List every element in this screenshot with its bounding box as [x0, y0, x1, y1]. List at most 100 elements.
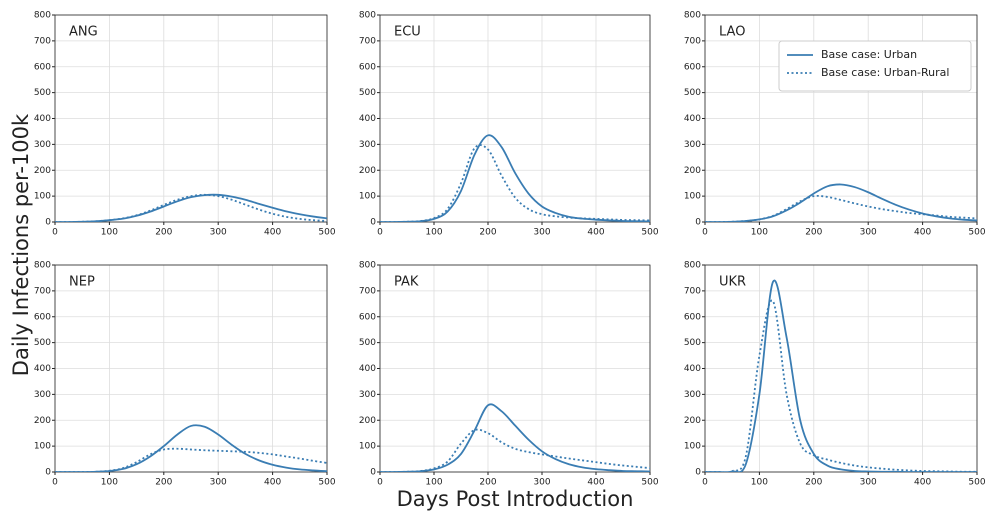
y-tick-label: 600: [359, 312, 376, 322]
legend-box: [778, 40, 972, 92]
y-tick-label: 800: [34, 261, 51, 271]
x-tick-label: 500: [968, 478, 985, 488]
y-tick-label: 0: [45, 218, 51, 228]
x-axis-label: Days Post Introduction: [397, 487, 634, 511]
x-tick-label: 300: [860, 478, 877, 488]
y-tick-label: 100: [359, 442, 376, 452]
y-tick-label: 200: [34, 166, 51, 176]
series-line: [380, 403, 650, 472]
plot-frame: [704, 264, 978, 473]
y-tick-label: 0: [370, 468, 376, 478]
series-line: [55, 424, 327, 472]
panel-title: ANG: [69, 25, 98, 40]
x-tick-label: 200: [805, 478, 822, 488]
x-tick-label: 100: [101, 228, 118, 238]
x-tick-label: 300: [210, 478, 227, 488]
y-tick-label: 400: [359, 364, 376, 374]
x-tick-label: 300: [533, 478, 550, 488]
series-line: [705, 279, 977, 472]
series-line: [705, 299, 977, 472]
y-tick-label: 0: [695, 468, 701, 478]
y-tick-label: 700: [359, 286, 376, 296]
legend-label: Base case: Urban-Rural: [821, 66, 949, 79]
x-tick-label: 100: [101, 478, 118, 488]
y-tick-label: 0: [45, 468, 51, 478]
series-line: [380, 144, 650, 222]
series-line: [55, 193, 327, 222]
y-tick-label: 600: [684, 62, 701, 72]
y-tick-label: 200: [359, 166, 376, 176]
y-tick-label: 0: [695, 218, 701, 228]
y-tick-label: 400: [684, 364, 701, 374]
panel-title: PAK: [394, 275, 419, 290]
panel-title: LAO: [719, 25, 745, 40]
y-tick-label: 700: [684, 286, 701, 296]
y-tick-label: 100: [684, 192, 701, 202]
x-tick-label: 200: [155, 228, 172, 238]
y-tick-label: 100: [359, 192, 376, 202]
y-axis-label: Daily Infections per-100k: [9, 113, 33, 376]
series-line: [380, 134, 650, 222]
x-tick-label: 0: [52, 478, 58, 488]
x-tick-label: 300: [533, 228, 550, 238]
y-tick-label: 700: [684, 36, 701, 46]
y-tick-label: 200: [359, 416, 376, 426]
x-tick-label: 100: [751, 478, 768, 488]
y-tick-label: 600: [34, 312, 51, 322]
x-tick-label: 500: [968, 228, 985, 238]
panel-title: UKR: [719, 275, 746, 290]
x-tick-label: 100: [751, 228, 768, 238]
y-tick-label: 200: [34, 416, 51, 426]
y-tick-label: 500: [684, 88, 701, 98]
y-tick-label: 300: [359, 390, 376, 400]
y-tick-label: 500: [359, 88, 376, 98]
plot-frame: [704, 14, 978, 223]
x-tick-label: 100: [425, 228, 442, 238]
y-tick-label: 800: [359, 11, 376, 21]
x-tick-label: 500: [318, 228, 335, 238]
x-tick-label: 400: [914, 478, 931, 488]
series-line: [55, 447, 327, 472]
y-tick-label: 300: [684, 140, 701, 150]
y-tick-label: 300: [684, 390, 701, 400]
y-tick-label: 800: [684, 11, 701, 21]
x-tick-label: 500: [641, 228, 658, 238]
x-tick-label: 400: [264, 228, 281, 238]
x-tick-label: 200: [805, 228, 822, 238]
y-tick-label: 800: [359, 261, 376, 271]
x-tick-label: 500: [641, 478, 658, 488]
y-tick-label: 200: [684, 166, 701, 176]
x-tick-label: 200: [479, 478, 496, 488]
x-tick-label: 0: [702, 478, 708, 488]
x-tick-label: 400: [914, 228, 931, 238]
x-tick-label: 500: [318, 478, 335, 488]
x-tick-label: 400: [264, 478, 281, 488]
y-tick-label: 600: [34, 62, 51, 72]
x-tick-label: 0: [377, 478, 383, 488]
y-tick-label: 700: [34, 36, 51, 46]
x-tick-label: 300: [860, 228, 877, 238]
y-tick-label: 700: [359, 36, 376, 46]
y-tick-label: 600: [359, 62, 376, 72]
y-tick-label: 400: [34, 364, 51, 374]
plot-frame: [379, 264, 651, 473]
series-line: [705, 194, 977, 222]
x-tick-label: 0: [52, 228, 58, 238]
y-tick-label: 0: [370, 218, 376, 228]
x-tick-label: 300: [210, 228, 227, 238]
x-tick-label: 0: [377, 228, 383, 238]
x-tick-label: 400: [587, 478, 604, 488]
plot-frame: [54, 14, 328, 223]
y-tick-label: 100: [34, 192, 51, 202]
y-tick-label: 300: [359, 140, 376, 150]
panel-title: ECU: [394, 25, 421, 40]
y-tick-label: 600: [684, 312, 701, 322]
y-tick-label: 300: [34, 140, 51, 150]
series-line: [705, 183, 977, 222]
y-tick-label: 100: [34, 442, 51, 452]
series-line: [55, 193, 327, 222]
x-tick-label: 200: [479, 228, 496, 238]
y-tick-label: 500: [684, 338, 701, 348]
panel-title: NEP: [69, 275, 95, 290]
plot-frame: [54, 264, 328, 473]
